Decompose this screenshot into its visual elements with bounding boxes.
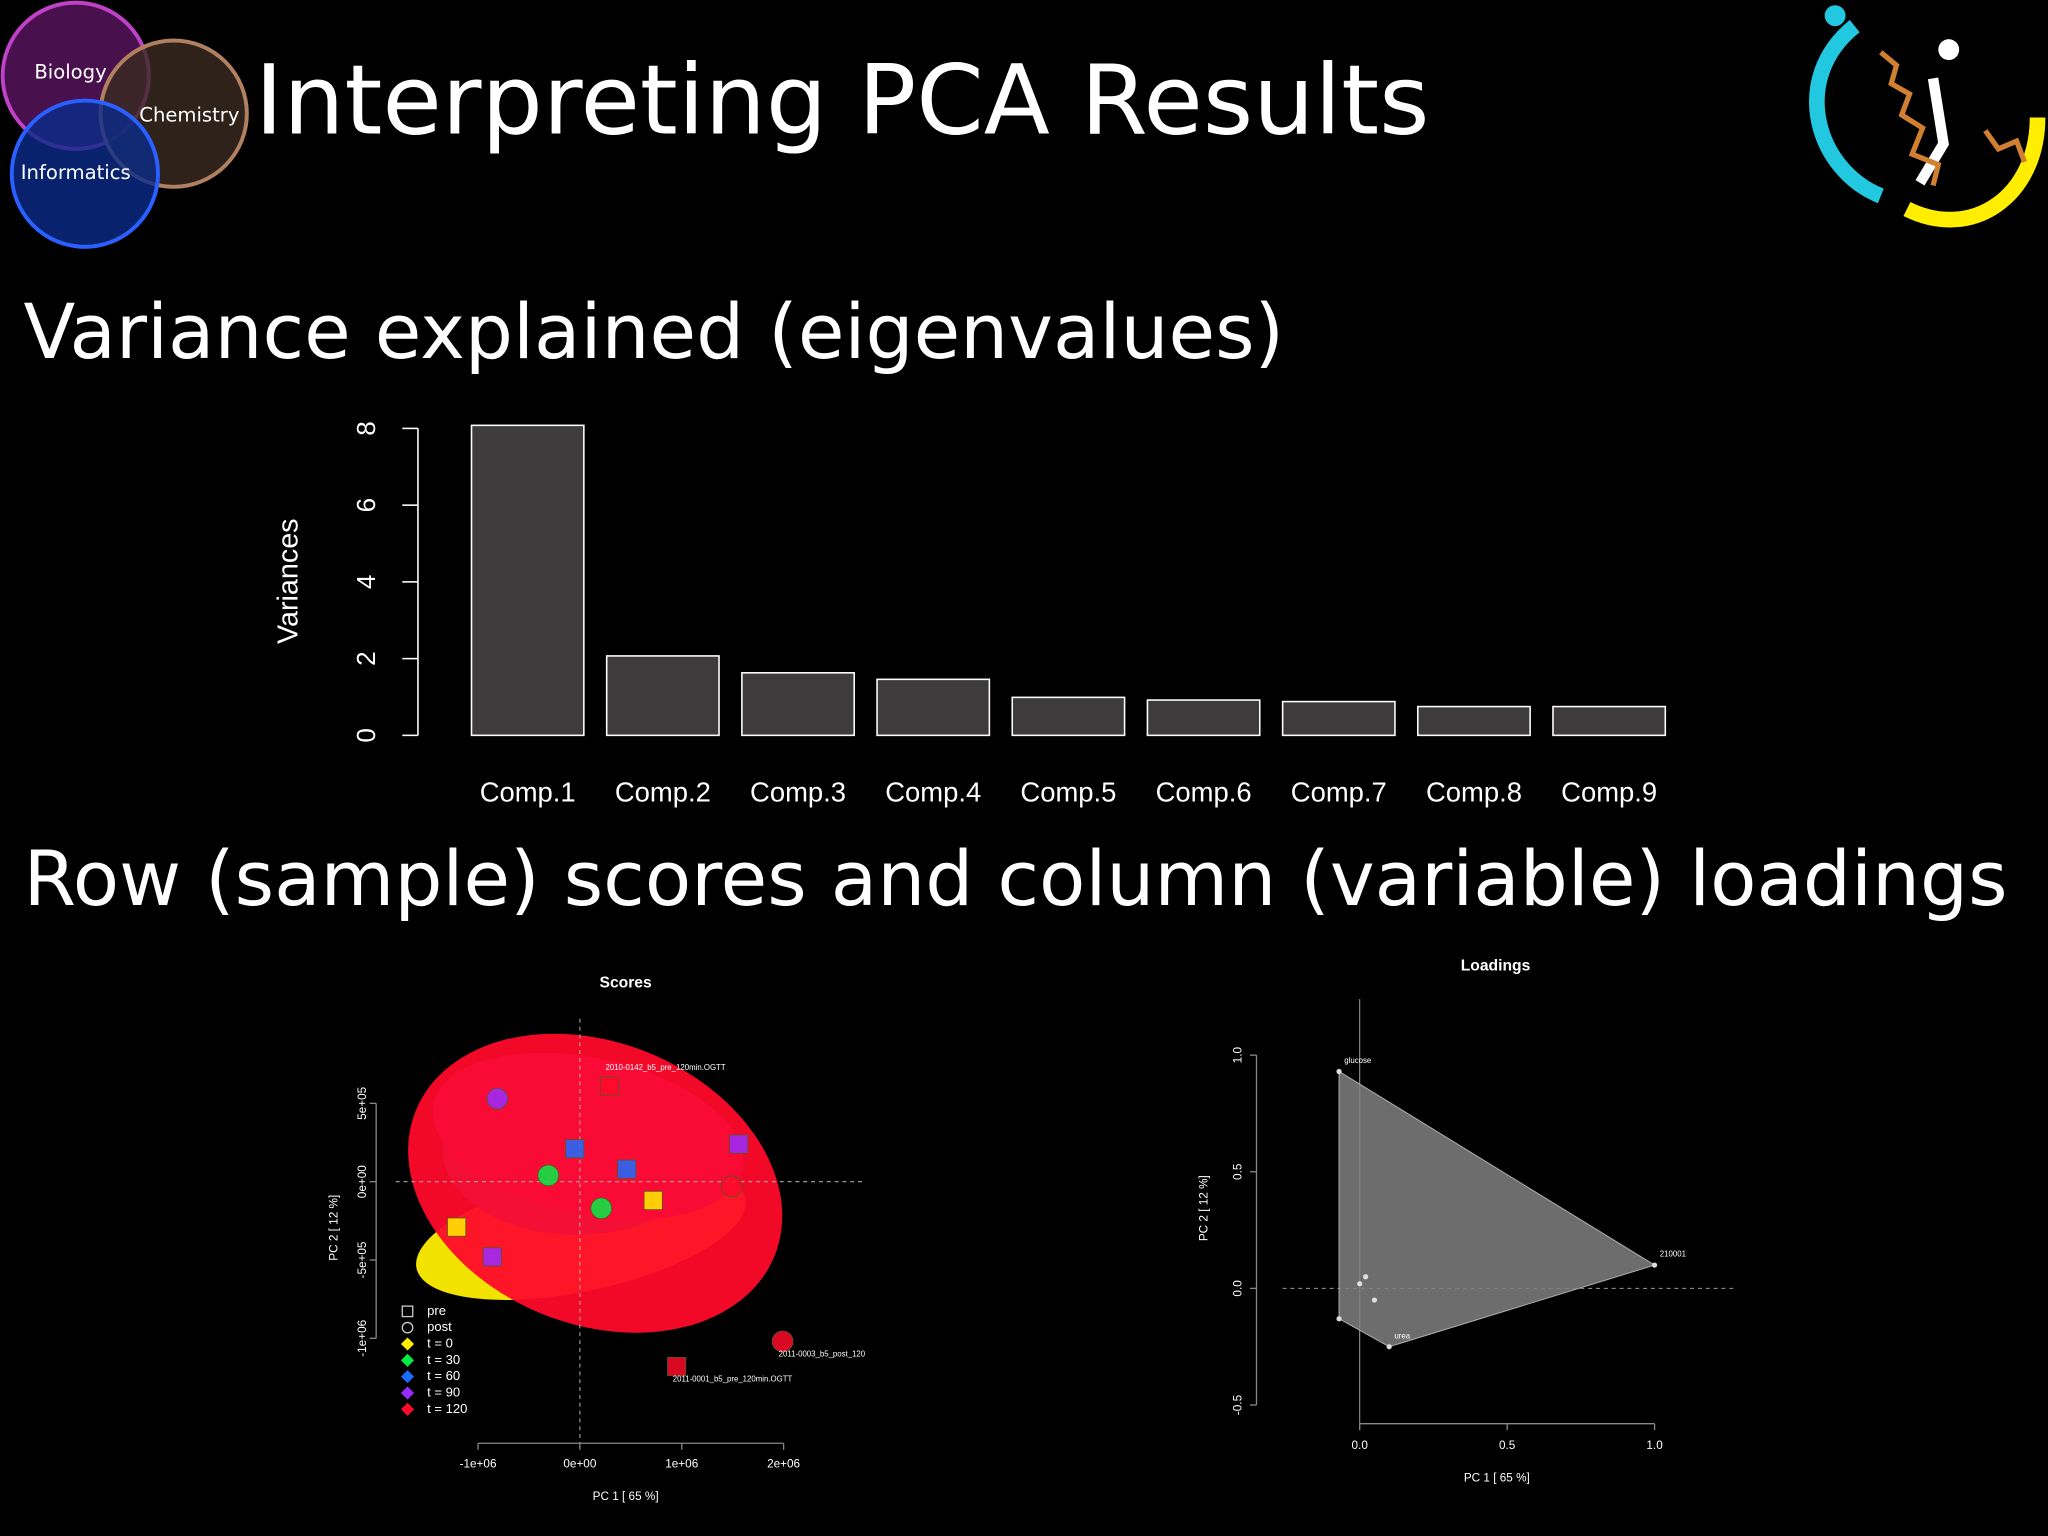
legend-symbol	[401, 1305, 414, 1318]
legend-label: t = 60	[427, 1368, 460, 1383]
score-point	[447, 1217, 467, 1237]
score-point	[486, 1087, 509, 1110]
logo-label: Informatics	[21, 161, 131, 184]
axes	[395, 1018, 863, 1444]
y-tick-label: 5e+05	[356, 1086, 369, 1119]
legend-label: t = 90	[427, 1384, 460, 1399]
legend-label: post	[427, 1319, 452, 1334]
x-tick-label: 0.0	[1352, 1439, 1369, 1452]
logo-label: Biology	[34, 61, 106, 84]
loading-point	[1386, 1344, 1392, 1350]
point-label: glucose	[1344, 1056, 1371, 1065]
y-tick-label: 2	[351, 651, 381, 666]
point-label: 2011-0001_b5_pre_120min.OGTT	[673, 1375, 793, 1384]
y-tick-label: 0.0	[1231, 1280, 1244, 1297]
bar	[1417, 705, 1531, 737]
bar	[1011, 696, 1126, 737]
x-tick-label: Comp.7	[1291, 776, 1387, 807]
x-tick-label: 1.0	[1646, 1439, 1663, 1452]
loading-point	[1371, 1297, 1378, 1303]
x-tick-label: 0e+00	[563, 1457, 596, 1470]
score-point	[771, 1330, 794, 1353]
score-point	[617, 1159, 637, 1179]
point-label: 2011-0003_b5_post_120	[779, 1350, 866, 1359]
y-axis-label: PC 2 [ 12 %]	[327, 1195, 340, 1261]
chart-title: Scores	[600, 975, 653, 992]
logo-label: Chemistry	[139, 104, 239, 127]
bar	[605, 655, 720, 737]
y-tick-label: 6	[351, 498, 381, 513]
x-tick-label: Comp.6	[1156, 776, 1252, 807]
score-point	[667, 1356, 687, 1377]
x-tick-label: -1e+06	[460, 1457, 497, 1470]
legend-symbol	[401, 1321, 414, 1334]
loading-point	[1362, 1274, 1369, 1280]
x-tick-label: Comp.2	[615, 776, 711, 807]
score-point	[590, 1197, 613, 1220]
slide-title: Interpreting PCA Results	[255, 43, 1430, 156]
point-label: 210001	[1660, 1250, 1686, 1259]
section-heading: Row (sample) scores and column (variable…	[24, 835, 2008, 923]
x-tick-label: 0.5	[1499, 1439, 1516, 1452]
x-tick-label: 1e+06	[665, 1457, 698, 1470]
score-point	[565, 1139, 585, 1159]
point-label: 2010-0142_b5_pre_120min.OGTT	[606, 1063, 726, 1072]
logo-circle	[9, 98, 160, 249]
y-tick-label: 0e+00	[356, 1165, 369, 1198]
loading-point	[1336, 1068, 1342, 1075]
chart-title: Loadings	[1461, 958, 1531, 975]
score-point	[599, 1076, 619, 1096]
legend-label: t = 0	[427, 1335, 453, 1350]
x-tick-label: 2e+06	[767, 1457, 800, 1470]
y-tick-label: -0.5	[1231, 1394, 1244, 1415]
y-tick-label: -5e+05	[356, 1241, 369, 1278]
y-axis-label: Variances	[273, 518, 305, 644]
x-tick-label: Comp.9	[1561, 776, 1657, 807]
x-tick-label: Comp.4	[885, 776, 981, 807]
y-tick-label: 8	[351, 421, 381, 436]
score-point	[482, 1247, 502, 1267]
loading-point	[1336, 1316, 1342, 1322]
charts: 0 2 4 6 8 Variances Comp.1 Comp.2 Comp.3 Comp.4 Co…	[273, 421, 1738, 1503]
x-tick-label: Comp.1	[480, 776, 576, 807]
legend-label: pre	[427, 1303, 446, 1318]
bar	[741, 672, 855, 737]
section-heading: Variance explained (eigenvalues)	[24, 288, 1285, 376]
x-axis-label: PC 1 [ 65 %]	[1464, 1472, 1530, 1485]
score-point	[720, 1175, 743, 1198]
loading-point	[1357, 1281, 1363, 1287]
y-tick-label: 0	[351, 728, 381, 743]
point-label: urea	[1394, 1331, 1410, 1340]
x-tick-label: Comp.5	[1020, 776, 1116, 807]
corner-logo	[1809, 5, 2046, 228]
x-tick-label: Comp.8	[1426, 776, 1522, 807]
score-point	[729, 1134, 749, 1154]
bar	[470, 424, 585, 737]
y-axis-label: PC 2 [ 12 %]	[1197, 1175, 1210, 1241]
bar	[1281, 700, 1396, 737]
bar	[876, 678, 991, 737]
score-point	[643, 1190, 663, 1211]
y-tick-label: 0.5	[1231, 1163, 1244, 1180]
x-axis-label: PC 1 [ 65 %]	[593, 1490, 659, 1503]
y-tick-label: 1.0	[1231, 1047, 1244, 1064]
bar	[1146, 699, 1261, 737]
bar	[1552, 705, 1667, 737]
legend-label: t = 30	[427, 1352, 460, 1367]
score-point	[537, 1164, 560, 1187]
y-tick-label: 4	[351, 575, 381, 590]
x-tick-label: Comp.3	[750, 776, 846, 807]
legend-label: t = 120	[427, 1401, 467, 1416]
loading-point	[1651, 1262, 1658, 1268]
y-tick-label: -1e+06	[356, 1319, 369, 1356]
